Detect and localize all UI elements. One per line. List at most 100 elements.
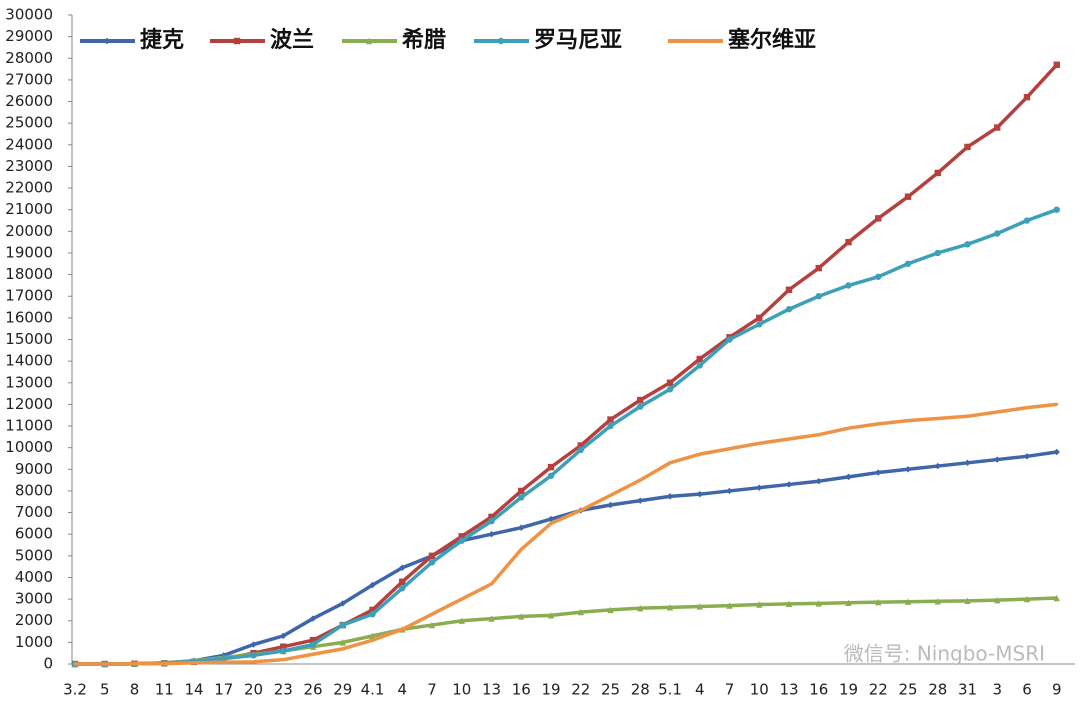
y-tick-label: 17000 [5,287,53,305]
marker [309,637,317,644]
marker [934,462,941,470]
marker [1053,448,1060,456]
marker [845,238,852,246]
marker [577,608,584,616]
x-tick-label: 16 [512,681,531,699]
x-tick-label: 5 [100,681,110,699]
point [966,414,969,418]
marker [934,249,941,257]
point [311,652,315,656]
legend-marker [365,37,373,45]
marker [934,598,941,605]
marker [458,617,465,624]
point [847,426,850,430]
point [103,662,107,666]
x-tick-label: 20 [244,681,263,699]
marker [607,501,614,509]
y-tick-label: 6000 [15,525,53,543]
y-tick-label: 9000 [15,460,53,478]
marker [696,603,703,610]
marker [904,260,912,267]
marker [369,632,376,640]
x-tick-label: 25 [898,681,917,699]
marker [399,585,406,592]
marker [964,597,971,605]
marker [607,416,614,423]
x-tick-label: 3 [992,681,1002,699]
point [222,660,226,664]
marker [577,446,584,454]
marker [666,386,674,393]
y-tick-label: 5000 [15,546,53,564]
y-tick-label: 10000 [5,438,53,456]
marker [875,598,882,606]
marker [428,621,436,629]
point [490,582,493,586]
marker [547,463,555,471]
legend-label: 塞尔维亚 [728,27,816,53]
marker [250,652,257,659]
marker [369,611,376,618]
y-tick-label: 25000 [5,114,53,132]
y-tick-label: 16000 [5,308,53,326]
point [430,612,434,616]
marker [785,481,793,488]
marker [815,477,822,485]
legend-label: 希腊 [402,27,446,53]
marker [309,641,317,648]
marker [904,598,912,605]
marker [875,215,882,222]
y-tick-label: 26000 [5,92,53,110]
marker [369,606,376,614]
series-line [75,402,1057,666]
marker [637,604,644,612]
marker [428,552,436,560]
x-tick-label: 28 [928,681,947,699]
x-tick-label: 26 [303,681,322,699]
y-tick-label: 1000 [15,633,53,651]
marker [756,314,763,322]
point [817,433,821,437]
point [757,441,761,445]
marker [756,321,763,328]
x-tick-label: 23 [274,681,293,699]
marker [815,600,822,607]
marker [904,466,912,473]
marker [1053,61,1060,68]
legend-marker [497,37,505,45]
marker [875,469,882,476]
x-tick-label: 7 [725,681,735,699]
marker [518,487,525,495]
marker [488,513,495,521]
x-tick-label: 28 [631,681,650,699]
point [668,461,672,465]
marker [994,456,1001,463]
marker [547,515,555,523]
x-tick-label: 11 [155,681,174,699]
x-tick-label: 4.1 [361,681,385,699]
x-tick-label: 8 [130,681,140,699]
marker [458,533,465,540]
x-tick-label: 5.1 [658,681,682,699]
x-tick-label: 6 [1022,681,1032,699]
marker [845,282,852,289]
series-line [75,208,1058,666]
marker [994,230,1001,237]
x-tick-label: 13 [482,681,501,699]
marker [726,487,733,495]
y-tick-label: 15000 [5,330,53,348]
marker [339,600,346,607]
marker [399,564,406,571]
marker [815,264,822,272]
x-tick-label: 13 [779,681,798,699]
marker [518,494,525,501]
marker [815,293,822,300]
point [192,661,196,665]
marker [696,355,703,363]
y-tick-label: 29000 [5,27,53,45]
marker [637,497,644,504]
marker [339,621,346,629]
marker [756,601,763,608]
marker [875,273,882,280]
